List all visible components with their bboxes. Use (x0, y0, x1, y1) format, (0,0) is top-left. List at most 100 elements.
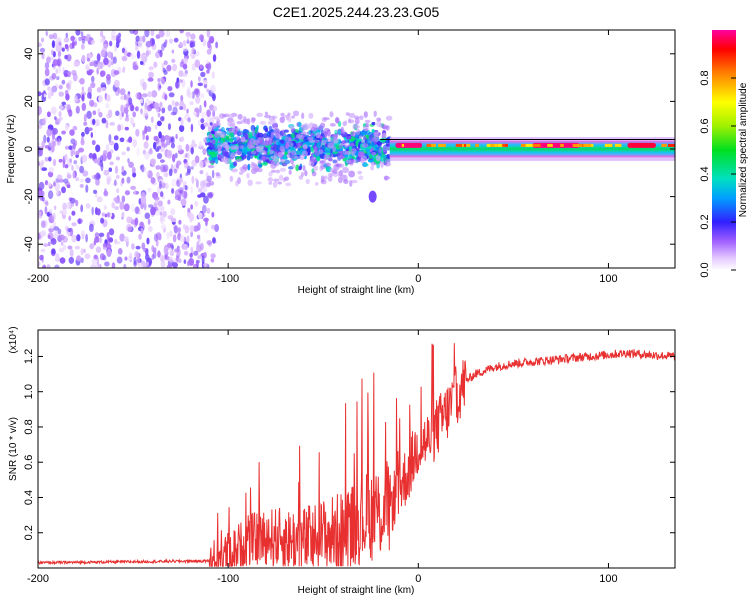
noise-blob (206, 175, 212, 183)
line-dash (604, 143, 613, 147)
noise-blob (150, 30, 155, 37)
noise-blob (99, 30, 104, 38)
spectrogram-x-tick-label: -200 (27, 273, 49, 285)
noise-blob (153, 102, 160, 110)
signal-halo-blob (239, 144, 245, 150)
signal-halo-blob (355, 120, 359, 125)
signal-halo-blob (379, 122, 383, 128)
signal-blob (329, 153, 335, 158)
snr-y-tick-label: 0.8 (23, 419, 35, 434)
noise-blob (62, 202, 67, 211)
signal-blob (316, 155, 321, 162)
noise-blob (191, 175, 195, 184)
signal-halo-blob (277, 181, 282, 185)
noise-blob (137, 39, 143, 48)
noise-blob (72, 142, 76, 150)
noise-blob (135, 128, 140, 137)
noise-blob (73, 61, 80, 67)
noise-blob (119, 137, 125, 143)
noise-blob (106, 175, 112, 183)
noise-blob (163, 69, 168, 75)
noise-blob (41, 196, 45, 202)
noise-blob (121, 55, 128, 62)
noise-blob (186, 91, 193, 99)
noise-blob (70, 35, 76, 42)
signal-halo-blob (358, 151, 366, 157)
noise-blob (72, 149, 76, 155)
noise-blob (203, 251, 207, 259)
noise-blob (46, 111, 51, 118)
noise-blob (88, 223, 94, 233)
signal-blob (364, 163, 369, 167)
noise-blob (103, 205, 107, 210)
signal-halo-blob (274, 129, 279, 137)
noise-blob (186, 165, 192, 174)
noise-blob (151, 38, 155, 45)
signal-halo-blob (330, 139, 335, 147)
snr-line (38, 343, 675, 568)
noise-blob (160, 260, 166, 268)
noise-blob (55, 68, 59, 75)
noise-blob (178, 117, 182, 122)
noise-blob (206, 88, 210, 93)
signal-halo-blob (344, 120, 348, 125)
noise-blob (197, 82, 204, 87)
noise-blob (153, 135, 159, 142)
line-dash (486, 143, 491, 147)
noise-blob (71, 210, 76, 216)
signal-blob (221, 149, 227, 156)
signal-blob (233, 161, 238, 167)
signal-blob (371, 128, 375, 133)
noise-blob (131, 243, 135, 250)
signal-halo-blob (326, 162, 332, 167)
noise-blob (47, 190, 54, 200)
noise-blob (190, 231, 194, 238)
signal-blob (321, 144, 325, 151)
signal-halo-blob (286, 141, 294, 147)
noise-blob (194, 143, 197, 148)
noise-blob (199, 159, 204, 169)
signal-halo-blob (384, 161, 391, 167)
noise-blob (69, 197, 76, 204)
line-dash (578, 143, 583, 147)
noise-blob (55, 253, 60, 262)
noise-blob (86, 92, 92, 99)
signal-halo-blob (297, 143, 302, 149)
noise-blob (107, 51, 112, 59)
noise-blob (91, 75, 95, 83)
noise-blob (46, 136, 50, 143)
noise-blob (178, 144, 183, 151)
signal-halo-blob (343, 179, 349, 185)
noise-blob (159, 191, 164, 198)
noise-blob (175, 133, 178, 140)
noise-blob (52, 51, 56, 58)
noise-blob (190, 147, 194, 155)
noise-blob (49, 224, 55, 230)
noise-blob (79, 178, 85, 183)
signal-halo-blob (240, 136, 246, 142)
noise-blob (203, 122, 209, 127)
signal-halo-blob (323, 175, 328, 180)
signal-blob (207, 142, 214, 146)
signal-halo-blob (321, 117, 328, 122)
noise-blob (47, 146, 52, 151)
noise-blob (127, 157, 130, 164)
noise-blob (67, 231, 71, 237)
noise-blob (101, 87, 107, 92)
noise-blob (210, 84, 216, 93)
noise-blob (50, 238, 57, 245)
noise-blob (203, 217, 209, 222)
snr-y-tick-label: 1.0 (23, 384, 35, 399)
noise-blob (55, 43, 60, 52)
signal-halo-blob (294, 155, 299, 160)
noise-blob (189, 41, 196, 48)
noise-blob (90, 82, 96, 89)
noise-blob (134, 217, 139, 226)
noise-blob (44, 61, 50, 69)
noise-blob (183, 103, 187, 111)
noise-blob (148, 71, 154, 79)
noise-blob (140, 108, 143, 115)
signal-halo-blob (304, 170, 308, 177)
signal-halo-blob (359, 115, 364, 120)
